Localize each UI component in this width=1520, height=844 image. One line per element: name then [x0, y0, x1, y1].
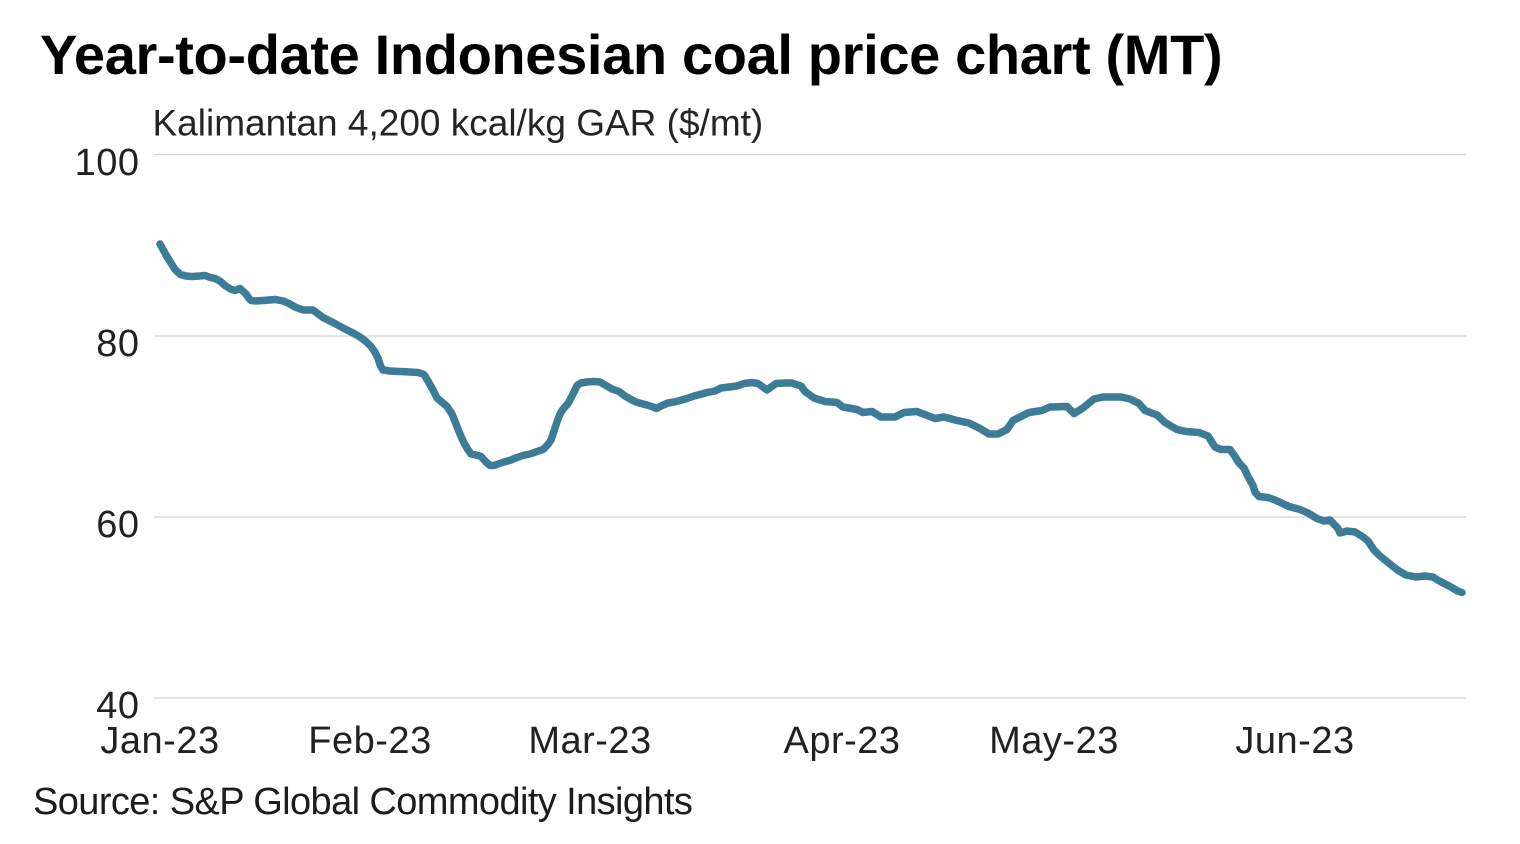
svg-text:May-23: May-23: [989, 720, 1119, 762]
svg-text:Year-to-date Indonesian coal p: Year-to-date Indonesian coal price chart…: [40, 23, 1222, 86]
svg-text:Jun-23: Jun-23: [1235, 720, 1354, 762]
svg-text:80: 80: [96, 323, 139, 365]
svg-text:Kalimantan 4,200 kcal/kg GAR (: Kalimantan 4,200 kcal/kg GAR ($/mt): [153, 103, 764, 144]
svg-text:40: 40: [96, 685, 139, 727]
svg-text:Mar-23: Mar-23: [528, 720, 651, 762]
svg-text:Feb-23: Feb-23: [308, 720, 431, 762]
svg-text:Apr-23: Apr-23: [783, 720, 900, 762]
svg-text:Jan-23: Jan-23: [100, 720, 219, 762]
svg-text:100: 100: [75, 142, 140, 184]
svg-text:60: 60: [96, 504, 139, 546]
svg-text:Source: S&P Global Commodity I: Source: S&P Global Commodity Insights: [33, 781, 692, 823]
